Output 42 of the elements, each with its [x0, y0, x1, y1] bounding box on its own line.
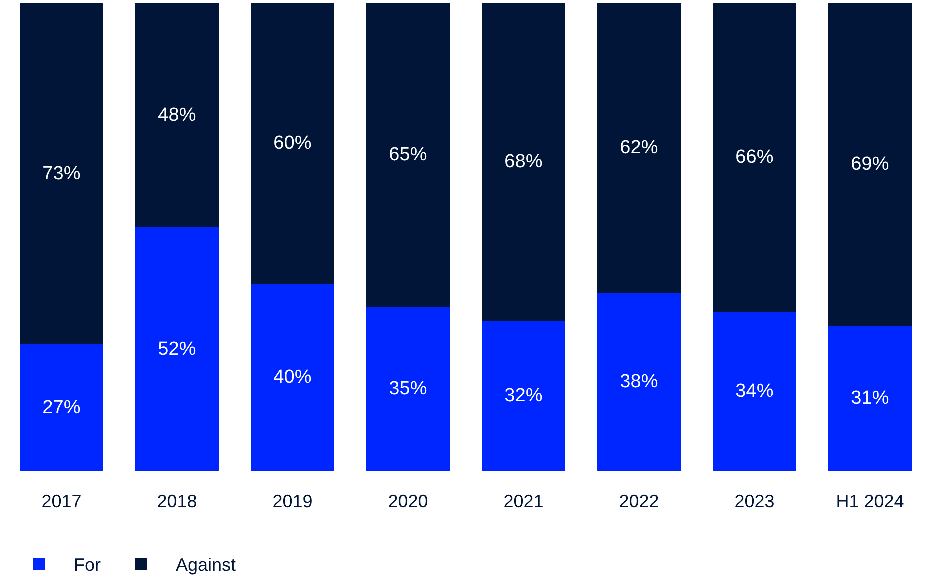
data-label: 65%: [389, 144, 428, 166]
bar: [712, 312, 797, 471]
x-tick-label: 2022: [619, 492, 660, 512]
data-label: 62%: [620, 138, 658, 159]
x-tick-label: 2017: [42, 492, 82, 512]
data-label: 38%: [620, 372, 658, 393]
x-tick-label: 2020: [388, 492, 428, 512]
legend-label: Against: [176, 555, 236, 576]
data-label: 34%: [736, 380, 774, 402]
x-tick-label: H1 2024: [836, 492, 904, 512]
data-label: 52%: [158, 338, 196, 360]
bar: [828, 326, 912, 471]
x-tick-label: 2019: [272, 492, 313, 512]
bar: [828, 3, 912, 326]
bar: [135, 3, 220, 228]
data-label: 66%: [736, 146, 774, 168]
data-label: 32%: [504, 386, 543, 407]
data-label: 68%: [504, 152, 543, 173]
x-tick-label: 2018: [157, 492, 198, 512]
x-tick-label: 2021: [504, 492, 544, 512]
bar: [482, 321, 566, 471]
legend-label: For: [74, 555, 102, 576]
bar: [135, 228, 220, 471]
data-label: 69%: [851, 154, 890, 175]
data-label: 27%: [42, 397, 81, 418]
bar: [597, 293, 682, 471]
bar: [366, 3, 450, 308]
x-tick-label: 2023: [734, 492, 775, 512]
bar: [366, 307, 450, 471]
bar: [712, 3, 797, 312]
bar: [20, 344, 104, 471]
data-label: 40%: [274, 366, 312, 388]
bar: [20, 3, 104, 345]
bar: [250, 3, 335, 284]
bar: [597, 3, 682, 294]
data-label: 35%: [389, 378, 428, 400]
data-label: 31%: [851, 388, 890, 409]
data-label: 60%: [274, 132, 312, 154]
bar: [250, 284, 335, 471]
bar: [482, 3, 566, 322]
data-label: 73%: [42, 163, 81, 184]
data-label: 48%: [158, 104, 196, 126]
